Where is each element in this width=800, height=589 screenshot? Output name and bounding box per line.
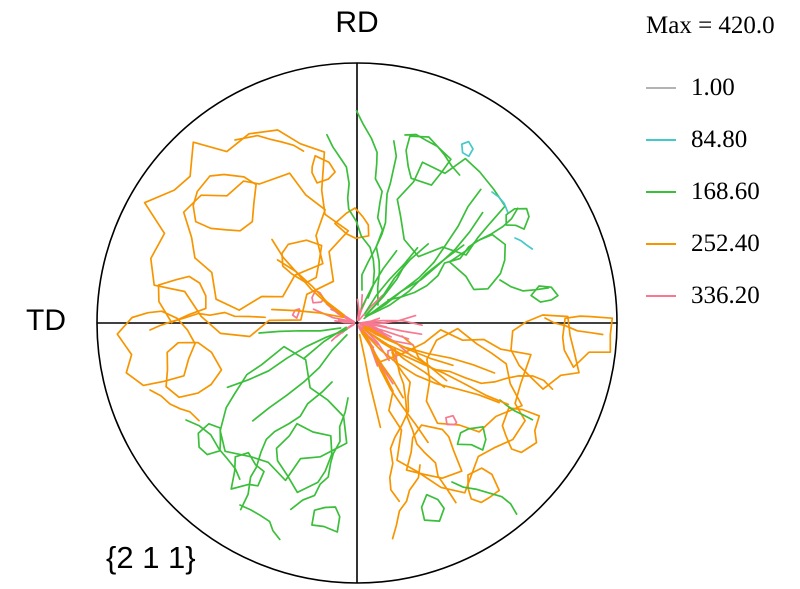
legend-max-label: Max = 420.0: [646, 12, 775, 39]
pole-indices-label: {2 1 1}: [106, 540, 196, 575]
legend-swatch: [646, 243, 676, 245]
legend-item: 252.40: [646, 218, 800, 270]
legend-swatch: [646, 295, 676, 297]
legend-swatch: [646, 191, 676, 193]
legend-value: 168.60: [691, 178, 760, 205]
legend-swatch: [646, 139, 676, 141]
legend-rows: 1.00 84.80 168.60 252.40 336.20: [646, 62, 800, 322]
legend-item: 336.20: [646, 270, 800, 322]
legend-swatch: [646, 87, 676, 89]
legend-value: 252.40: [691, 230, 760, 257]
legend-item: 1.00: [646, 62, 800, 114]
legend-item: 168.60: [646, 166, 800, 218]
legend: Max = 420.0 1.00 84.80 168.60 252.40 336…: [646, 12, 800, 322]
legend-value: 84.80: [691, 126, 748, 153]
axis-label-rd: RD: [335, 6, 379, 39]
legend-value: 336.20: [691, 282, 760, 309]
legend-item: 84.80: [646, 114, 800, 166]
axis-label-td: TD: [26, 304, 66, 337]
legend-value: 1.00: [691, 74, 735, 101]
contour-lines: [116, 109, 614, 541]
